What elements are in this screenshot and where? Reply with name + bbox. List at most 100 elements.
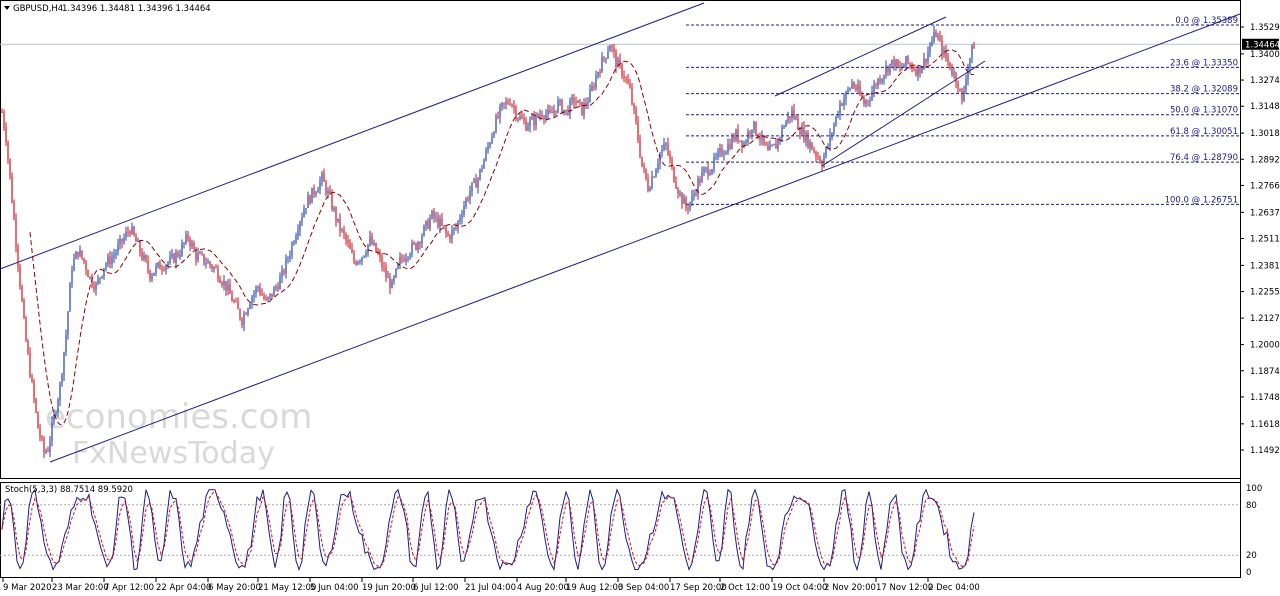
candle-body [169,256,171,263]
candle-body [477,178,479,188]
candle-body [953,72,955,75]
candle-body [319,180,321,190]
candle-body [809,142,811,148]
candle-body [205,263,207,265]
fib-level-label: 23.6 @ 1.33350 [1170,58,1238,68]
candle-body [99,277,101,279]
candle-body [655,169,657,178]
candle-body [409,254,411,258]
candle-body [171,253,173,257]
candle-body [559,100,561,102]
candle-body [805,132,807,141]
candle-body [391,280,393,289]
candle-body [55,412,57,415]
candle-body [337,218,339,222]
candle-body [829,134,831,147]
channel-lines [0,2,1241,463]
time-tick-label: 4 Aug 20:00 [517,583,569,593]
candle-body [511,104,513,106]
fibonacci-levels: 0.0 @ 1.35389 23.6 @ 1.33350 38.2 @ 1.3208… [686,16,1240,205]
candle-body [839,103,841,115]
candle-body [495,116,497,133]
candle-body [567,109,569,115]
candle-body [317,189,319,193]
candle-body [15,219,17,247]
candle-body [47,451,49,453]
candle-body [195,249,197,260]
price-tick-label: 1.28925 [1250,155,1280,165]
candle-body [401,257,403,260]
candle-body [601,57,603,73]
candle-body [917,66,919,76]
price-tick-label: 1.18740 [1250,367,1280,377]
candle-body [713,156,715,170]
candle-body [235,301,237,303]
candle-body [113,254,115,258]
candle-body [533,116,535,126]
candle-body [339,218,341,231]
price-tick-label: 1.21275 [1250,314,1280,324]
candle-body [959,88,961,90]
candle-body [823,156,825,167]
candle-body [913,69,915,71]
candle-body [449,235,451,240]
candle-body [833,124,835,134]
candle-body [23,300,25,318]
candle-body [609,46,611,52]
candle-body [925,58,927,63]
candle-body [507,101,509,104]
candle-body [281,270,283,278]
time-tick-label: 3 Sep 04:00 [618,583,669,593]
candle-body [531,116,533,120]
candle-body [185,234,187,243]
time-tick-label: 21 May 12:00 [258,583,316,593]
candle-body [935,31,937,37]
candle-body [547,109,549,115]
candle-body [955,72,957,84]
candle-body [367,244,369,254]
candle-body [51,421,53,441]
candle-body [877,78,879,86]
candle-body [641,156,643,167]
candle-body [57,400,59,413]
candle-body [381,256,383,268]
candle-body [775,143,777,149]
candle-body [653,176,655,178]
candle-body [483,159,485,169]
candle-body [749,132,751,135]
candle-body [711,169,713,174]
stoch-tick-label: 20 [1246,551,1257,561]
candle-body [245,314,247,316]
candle-body [817,156,819,158]
candle-body [615,52,617,68]
header-dropdown-icon[interactable] [4,6,10,10]
candle-body [227,284,229,291]
candle-body [811,142,813,150]
fib-level-label: 100.0 @ 1.26751 [1165,195,1238,205]
candle-body [827,146,829,148]
candle-body [255,287,257,294]
candle-body [465,198,467,207]
candle-body [657,163,659,170]
candle-body [439,218,441,228]
candle-body [677,188,679,194]
time-tick-label: 2 Oct 12:00 [720,583,770,593]
candle-body [239,309,241,319]
fib-level-label: 76.4 @ 1.28790 [1170,153,1238,163]
candle-body [201,253,203,255]
candle-body [445,227,447,233]
candle-body [67,311,69,335]
candle-body [455,228,457,230]
candle-body [723,154,725,156]
candle-body [277,287,279,290]
candle-body [133,226,135,236]
candle-body [889,63,891,73]
candle-body [807,132,809,148]
candle-body [791,109,793,119]
candle-body [297,230,299,237]
candle-body [93,285,95,290]
candle-body [161,269,163,271]
candle-body [499,106,501,118]
watermark-line2: FxNewsToday [72,436,275,471]
